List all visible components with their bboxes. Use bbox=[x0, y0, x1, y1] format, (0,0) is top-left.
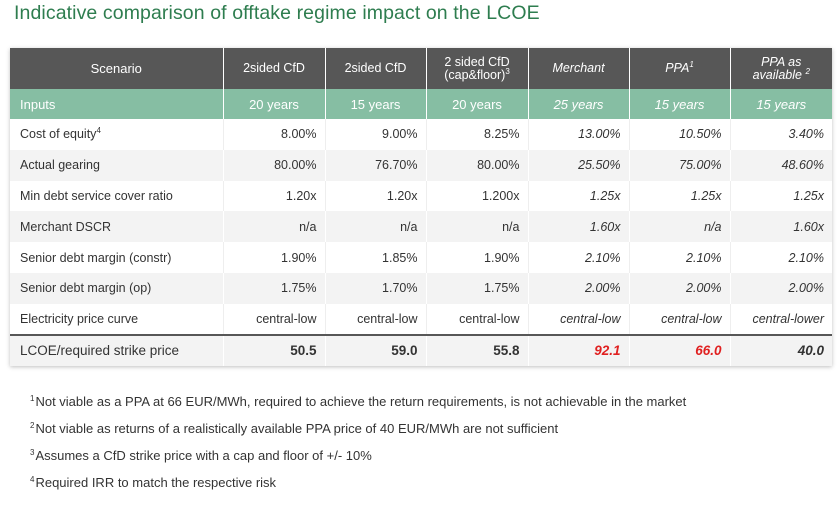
lcoe-value: 59.0 bbox=[324, 333, 426, 366]
table-cell: 2.00% bbox=[527, 272, 629, 304]
row-label: Actual gearing bbox=[10, 149, 223, 181]
page-title: Indicative comparison of offtake regime … bbox=[14, 2, 540, 24]
table-cell: n/a bbox=[425, 211, 528, 243]
table-row: Senior debt margin (op) 1.75% 1.70% 1.75… bbox=[10, 272, 832, 304]
footnote: 3Assumes a CfD strike price with a cap a… bbox=[30, 447, 372, 463]
table-cell: n/a bbox=[628, 211, 730, 243]
table-cell: 75.00% bbox=[628, 149, 730, 181]
header-col-3: 2 sided CfD (cap&floor)3 bbox=[425, 48, 528, 89]
table-cell: central-lower bbox=[729, 303, 832, 335]
table-cell: central-low bbox=[324, 303, 426, 335]
inputs-value: 15 years bbox=[324, 89, 426, 119]
header-col-merchant: Merchant bbox=[527, 48, 629, 89]
footnote: 2Not viable as returns of a realisticall… bbox=[30, 420, 559, 436]
table-cell: 2.10% bbox=[628, 242, 730, 273]
table-cell: 25.50% bbox=[527, 149, 629, 181]
table-cell: central-low bbox=[222, 303, 325, 335]
table-cell: central-low bbox=[527, 303, 629, 335]
lcoe-value: 50.5 bbox=[222, 333, 325, 366]
inputs-label: Inputs bbox=[10, 89, 223, 119]
table-cell: 1.75% bbox=[222, 272, 325, 304]
header-col-2: 2sided CfD bbox=[324, 48, 426, 89]
table-cell: 1.90% bbox=[222, 242, 325, 273]
header-scenario: Scenario bbox=[10, 48, 223, 89]
inputs-value: 20 years bbox=[222, 89, 325, 119]
table-cell: 1.25x bbox=[729, 180, 832, 212]
table-cell: 1.90% bbox=[425, 242, 528, 273]
table-cell: central-low bbox=[628, 303, 730, 335]
table-cell: 1.25x bbox=[628, 180, 730, 212]
table-cell: 9.00% bbox=[324, 119, 426, 150]
row-label: Min debt service cover ratio bbox=[10, 180, 223, 212]
table-cell: n/a bbox=[222, 211, 325, 243]
table-cell: 8.00% bbox=[222, 119, 325, 150]
lcoe-label: LCOE/required strike price bbox=[10, 333, 223, 366]
table-cell: 8.25% bbox=[425, 119, 528, 150]
table-cell: 1.60x bbox=[527, 211, 629, 243]
inputs-value: 15 years bbox=[628, 89, 730, 119]
table-row: Cost of equity4 8.00% 9.00% 8.25% 13.00%… bbox=[10, 119, 832, 150]
inputs-row: Inputs 20 years 15 years 20 years 25 yea… bbox=[10, 89, 832, 119]
table-cell: 76.70% bbox=[324, 149, 426, 181]
table-row: Senior debt margin (constr) 1.90% 1.85% … bbox=[10, 242, 832, 273]
row-label: Merchant DSCR bbox=[10, 211, 223, 243]
table-cell: 2.10% bbox=[729, 242, 832, 273]
inputs-value: 25 years bbox=[527, 89, 629, 119]
table-cell: 80.00% bbox=[222, 149, 325, 181]
footnote: 4Required IRR to match the respective ri… bbox=[30, 474, 277, 490]
table-cell: 2.10% bbox=[527, 242, 629, 273]
table-cell: 80.00% bbox=[425, 149, 528, 181]
table-row: Electricity price curve central-low cent… bbox=[10, 303, 832, 335]
table-row: Actual gearing 80.00% 76.70% 80.00% 25.5… bbox=[10, 149, 832, 181]
table-cell: 1.25x bbox=[527, 180, 629, 212]
table-cell: 2.00% bbox=[729, 272, 832, 304]
table-cell: 13.00% bbox=[527, 119, 629, 150]
lcoe-value-highlight: 92.1 bbox=[527, 333, 629, 366]
header-row: Scenario 2sided CfD 2sided CfD 2 sided C… bbox=[10, 48, 832, 89]
table-cell: 1.20x bbox=[324, 180, 426, 212]
table-cell: 10.50% bbox=[628, 119, 730, 150]
table-row: Merchant DSCR n/a n/a n/a 1.60x n/a 1.60… bbox=[10, 211, 832, 243]
lcoe-value-highlight: 66.0 bbox=[628, 333, 730, 366]
comparison-table: Scenario 2sided CfD 2sided CfD 2 sided C… bbox=[10, 48, 832, 366]
table-cell: 1.85% bbox=[324, 242, 426, 273]
row-label: Cost of equity4 bbox=[10, 119, 223, 150]
table-cell: n/a bbox=[324, 211, 426, 243]
header-col-ppa-available: PPA as available 2 bbox=[729, 48, 832, 89]
lcoe-row: LCOE/required strike price 50.5 59.0 55.… bbox=[10, 333, 832, 366]
table-cell: 1.75% bbox=[425, 272, 528, 304]
header-col-1: 2sided CfD bbox=[222, 48, 325, 89]
table-row: Min debt service cover ratio 1.20x 1.20x… bbox=[10, 180, 832, 212]
table-cell: 1.20x bbox=[222, 180, 325, 212]
lcoe-value: 55.8 bbox=[425, 333, 528, 366]
lcoe-value: 40.0 bbox=[729, 333, 832, 366]
table-cell: central-low bbox=[425, 303, 528, 335]
row-label: Senior debt margin (constr) bbox=[10, 242, 223, 273]
table-cell-highlight: 3.40% bbox=[729, 119, 832, 150]
table-cell: 48.60% bbox=[729, 149, 832, 181]
inputs-value: 15 years bbox=[729, 89, 832, 119]
row-label: Senior debt margin (op) bbox=[10, 272, 223, 304]
footnote: 1Not viable as a PPA at 66 EUR/MWh, requ… bbox=[30, 393, 687, 409]
table-cell: 1.60x bbox=[729, 211, 832, 243]
row-label: Electricity price curve bbox=[10, 303, 223, 335]
table-cell: 1.200x bbox=[425, 180, 528, 212]
table-cell: 1.70% bbox=[324, 272, 426, 304]
table-cell: 2.00% bbox=[628, 272, 730, 304]
header-col-ppa: PPA1 bbox=[628, 48, 730, 89]
footnotes: 1Not viable as a PPA at 66 EUR/MWh, requ… bbox=[30, 393, 686, 501]
inputs-value: 20 years bbox=[425, 89, 528, 119]
